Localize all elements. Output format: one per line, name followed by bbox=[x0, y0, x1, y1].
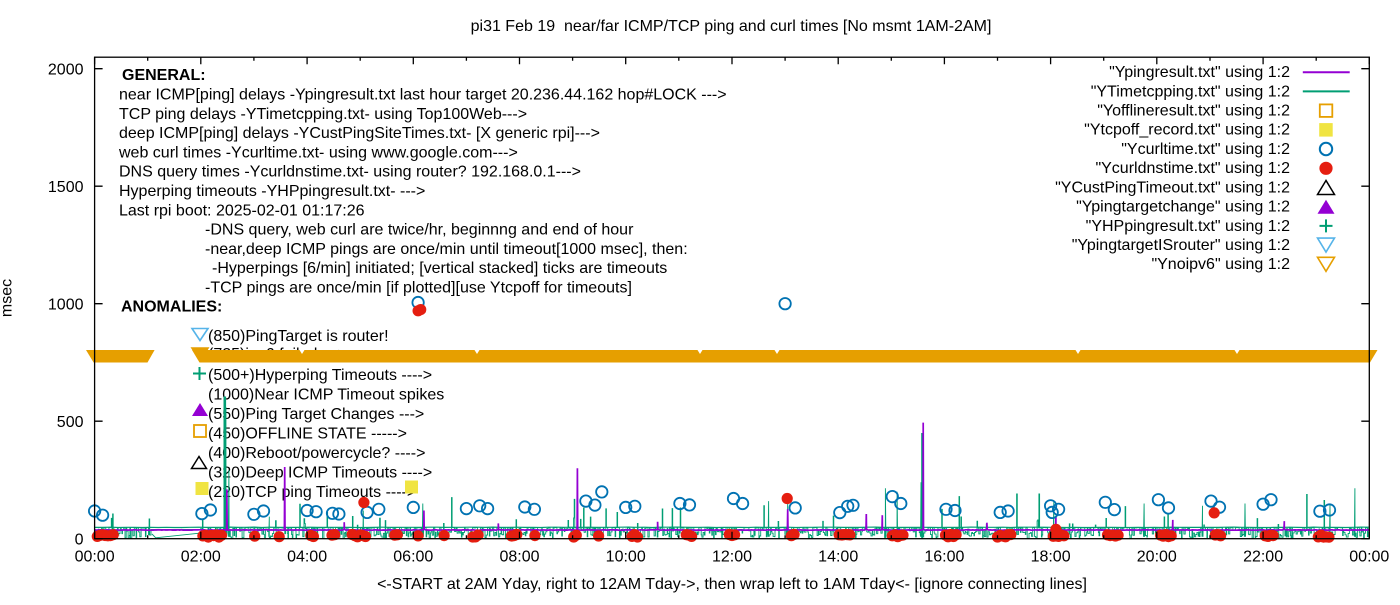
svg-text:ANOMALIES:: ANOMALIES: bbox=[121, 299, 222, 316]
svg-text:-DNS query, web curl are twice: -DNS query, web curl are twice/hr, begin… bbox=[205, 222, 634, 239]
svg-text:500: 500 bbox=[57, 414, 84, 431]
svg-text:00:00: 00:00 bbox=[1349, 549, 1389, 566]
svg-text:1000: 1000 bbox=[48, 297, 84, 314]
svg-text:web curl times -Ycurltime.txt-: web curl times -Ycurltime.txt- using www… bbox=[118, 144, 518, 161]
svg-text:(1000)Near ICMP Timeout spikes: (1000)Near ICMP Timeout spikes bbox=[208, 387, 444, 404]
svg-text:06:00: 06:00 bbox=[393, 549, 433, 566]
svg-text:near ICMP[ping] delays -Ypingr: near ICMP[ping] delays -Ypingresult.txt … bbox=[119, 87, 727, 104]
svg-text:20:00: 20:00 bbox=[1137, 549, 1177, 566]
svg-text:(400)Reboot/powercycle? ---->: (400)Reboot/powercycle? ----> bbox=[208, 445, 425, 462]
svg-text:GENERAL:: GENERAL: bbox=[122, 67, 206, 84]
svg-text:(500+)Hyperping Timeouts ---->: (500+)Hyperping Timeouts ----> bbox=[208, 367, 432, 384]
svg-text:2000: 2000 bbox=[48, 62, 84, 79]
svg-text:(220)TCP ping Timeouts ---->: (220)TCP ping Timeouts ----> bbox=[208, 484, 416, 501]
svg-text:14:00: 14:00 bbox=[818, 549, 858, 566]
svg-text:Hyperping timeouts -YHPpingres: Hyperping timeouts -YHPpingresult.txt- -… bbox=[119, 183, 425, 200]
svg-text:00:00: 00:00 bbox=[75, 549, 115, 566]
svg-text:1500: 1500 bbox=[48, 179, 84, 196]
svg-text:msec: msec bbox=[0, 279, 16, 317]
svg-text:-near,deep ICMP pings are once: -near,deep ICMP pings are once/min until… bbox=[205, 241, 688, 258]
svg-text:-Hyperpings [6/min] initiated;: -Hyperpings [6/min] initiated; [vertical… bbox=[212, 260, 667, 277]
svg-text:TCP ping delays -YTimetcpping.: TCP ping delays -YTimetcpping.txt- using… bbox=[119, 106, 527, 123]
svg-text:(320)Deep ICMP Timeouts ---->: (320)Deep ICMP Timeouts ----> bbox=[208, 465, 432, 482]
svg-text:(850)PingTarget is router!: (850)PingTarget is router! bbox=[208, 328, 389, 345]
svg-text:"Ycurldnstime.txt" using 1:2: "Ycurldnstime.txt" using 1:2 bbox=[1095, 160, 1290, 177]
svg-text:deep ICMP[ping] delays -YCustP: deep ICMP[ping] delays -YCustPingSiteTim… bbox=[119, 125, 600, 142]
svg-text:"Ynoipv6" using 1:2: "Ynoipv6" using 1:2 bbox=[1151, 256, 1290, 273]
svg-text:Last rpi boot: 2025-02-01 01:1: Last rpi boot: 2025-02-01 01:17:26 bbox=[119, 202, 365, 219]
svg-text:"YpingtargetISrouter" using 1:: "YpingtargetISrouter" using 1:2 bbox=[1072, 237, 1290, 254]
svg-text:"YTimetcpping.txt" using 1:2: "YTimetcpping.txt" using 1:2 bbox=[1091, 83, 1290, 100]
svg-text:18:00: 18:00 bbox=[1031, 549, 1071, 566]
svg-text:02:00: 02:00 bbox=[181, 549, 221, 566]
svg-text:"YCustPingTimeout.txt" using 1: "YCustPingTimeout.txt" using 1:2 bbox=[1055, 179, 1290, 196]
svg-text:-TCP pings are once/min [if pl: -TCP pings are once/min [if plotted][use… bbox=[205, 280, 632, 297]
svg-text:22:00: 22:00 bbox=[1243, 549, 1283, 566]
svg-text:(550)Ping Target Changes --->: (550)Ping Target Changes ---> bbox=[208, 406, 424, 423]
svg-text:"YHPpingresult.txt" using 1:2: "YHPpingresult.txt" using 1:2 bbox=[1086, 218, 1290, 235]
svg-text:<-START at 2AM Yday, right to: <-START at 2AM Yday, right to 12AM Tday-… bbox=[377, 576, 1087, 593]
svg-text:DNS query times -Ycurldnstime.: DNS query times -Ycurldnstime.txt- using… bbox=[119, 164, 581, 181]
svg-text:16:00: 16:00 bbox=[924, 549, 964, 566]
svg-text:"Ytcpoff_record.txt" using 1:2: "Ytcpoff_record.txt" using 1:2 bbox=[1084, 122, 1290, 139]
svg-text:"Ycurltime.txt" using 1:2: "Ycurltime.txt" using 1:2 bbox=[1121, 141, 1290, 158]
svg-text:(450)OFFLINE STATE ----->: (450)OFFLINE STATE -----> bbox=[208, 426, 407, 443]
svg-text:10:00: 10:00 bbox=[606, 549, 646, 566]
svg-text:04:00: 04:00 bbox=[287, 549, 327, 566]
svg-text:0: 0 bbox=[75, 532, 84, 549]
svg-text:12:00: 12:00 bbox=[712, 549, 752, 566]
svg-text:"Yofflineresult.txt" using 1:2: "Yofflineresult.txt" using 1:2 bbox=[1097, 103, 1290, 120]
svg-text:pi31 Feb 19 near/far ICMP/TCP: pi31 Feb 19 near/far ICMP/TCP ping and c… bbox=[471, 18, 992, 35]
svg-text:"Ypingtargetchange" using 1:2: "Ypingtargetchange" using 1:2 bbox=[1076, 199, 1290, 216]
svg-text:"Ypingresult.txt" using 1:2: "Ypingresult.txt" using 1:2 bbox=[1109, 64, 1290, 81]
svg-text:08:00: 08:00 bbox=[499, 549, 539, 566]
